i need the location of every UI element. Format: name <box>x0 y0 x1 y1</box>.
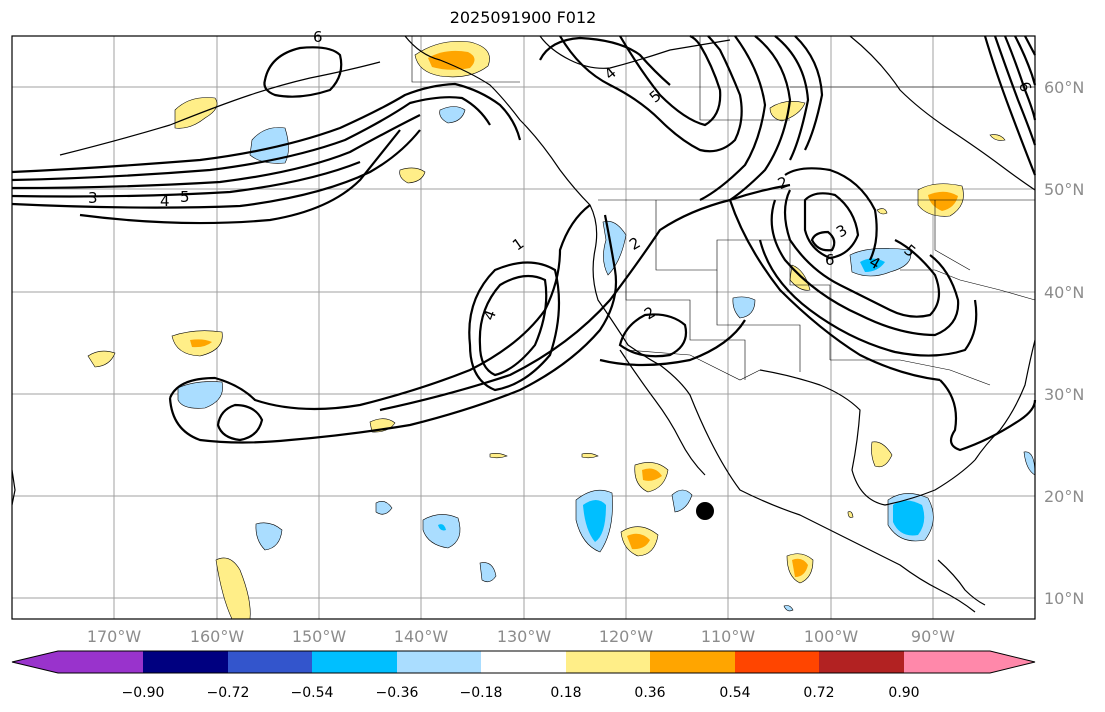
lat-label: 50°N <box>1044 180 1084 199</box>
colorbar-segment <box>58 651 144 673</box>
lon-label: 120°W <box>599 627 654 646</box>
neg-patch <box>422 514 461 549</box>
lat-label: 10°N <box>1044 589 1084 608</box>
pos-core <box>642 468 662 481</box>
location-marker <box>696 502 714 520</box>
contour-label: 3 <box>88 189 98 207</box>
colorbar-extend-low <box>12 651 58 673</box>
colorbar-segment <box>143 651 229 673</box>
neg-core <box>438 524 446 531</box>
anomaly-fills <box>87 41 1036 620</box>
pos-core <box>428 50 475 70</box>
pos-patch <box>989 134 1006 141</box>
neg-patch <box>255 522 283 551</box>
contour-label: 6 <box>313 28 323 46</box>
lon-label: 160°W <box>190 627 245 646</box>
neg-patch <box>671 489 693 513</box>
pos-patch <box>399 167 426 184</box>
lat-label: 30°N <box>1044 385 1084 404</box>
borders <box>411 36 1036 386</box>
colorbar-tick-label: 0.36 <box>634 685 665 701</box>
neg-patch <box>732 296 756 319</box>
colorbar-segment <box>819 651 905 673</box>
pos-core <box>190 339 212 348</box>
lat-label: 40°N <box>1044 283 1084 302</box>
pos-patch <box>581 453 599 459</box>
colorbar-tick-label: 0.72 <box>803 685 834 701</box>
lon-label: 130°W <box>497 627 552 646</box>
colorbar-extend-high <box>990 651 1035 673</box>
pos-core <box>928 191 958 211</box>
colorbar-outline <box>11 650 1036 674</box>
pos-patch <box>489 453 508 459</box>
neg-core <box>893 500 925 536</box>
pos-core <box>627 533 650 550</box>
map-frame <box>11 35 1036 620</box>
neg-core <box>583 500 606 542</box>
contour-label: 6 <box>825 251 835 269</box>
colorbar-tick-label: 0.18 <box>550 685 581 701</box>
map-title: 2025091900 F012 <box>449 8 597 27</box>
neg-patch <box>439 106 466 124</box>
lon-label: 170°W <box>87 627 142 646</box>
longitude-labels: 170°W 160°W 150°W 140°W 130°W 120°W 110°… <box>87 627 955 646</box>
colorbar-tick-label: 0.54 <box>719 685 750 701</box>
lat-label: 20°N <box>1044 487 1084 506</box>
colorbar-segment <box>735 651 820 673</box>
colorbar-tick-label: −0.54 <box>291 685 334 701</box>
lon-label: 110°W <box>701 627 756 646</box>
colorbar-segment <box>228 651 313 673</box>
neg-core <box>860 258 885 272</box>
pos-patch <box>876 208 888 215</box>
neg-patch <box>177 381 223 409</box>
lon-label: 100°W <box>804 627 859 646</box>
colorbar-segment <box>312 651 398 673</box>
colorbar-segment <box>566 651 651 673</box>
lat-label: 60°N <box>1044 78 1084 97</box>
colorbar-segment <box>397 651 482 673</box>
colorbar-tick-label: −0.90 <box>122 685 165 701</box>
contour-label: 5 <box>180 188 190 206</box>
latitude-labels: 60°N 50°N 40°N 30°N 20°N 10°N <box>1044 78 1084 608</box>
lon-label: 90°W <box>911 627 955 646</box>
pos-core <box>792 558 808 577</box>
contour-label: 4 <box>160 192 170 210</box>
neg-patch <box>479 562 497 583</box>
colorbar-tick-label: −0.72 <box>207 685 250 701</box>
pos-patch <box>215 557 251 620</box>
colorbar-segment <box>904 651 991 673</box>
pos-patch <box>871 441 893 468</box>
neg-patch <box>375 501 393 515</box>
colorbar-segment <box>481 651 567 673</box>
contours <box>11 34 1037 452</box>
colorbar-segment <box>650 651 736 673</box>
colorbar-tick-label: 0.90 <box>888 685 919 701</box>
pos-patch <box>87 350 116 368</box>
pos-patch <box>847 511 854 518</box>
colorbar-tick-label: −0.36 <box>376 685 419 701</box>
pos-patch <box>174 97 218 129</box>
lon-label: 140°W <box>394 627 449 646</box>
colorbar <box>11 650 1036 674</box>
colorbar-tick-label: −0.18 <box>460 685 503 701</box>
coastlines <box>11 35 1036 613</box>
colorbar-labels: −0.90 −0.72 −0.54 −0.36 −0.18 0.18 0.36 … <box>122 685 920 701</box>
lon-label: 150°W <box>292 627 347 646</box>
neg-patch <box>783 605 794 612</box>
